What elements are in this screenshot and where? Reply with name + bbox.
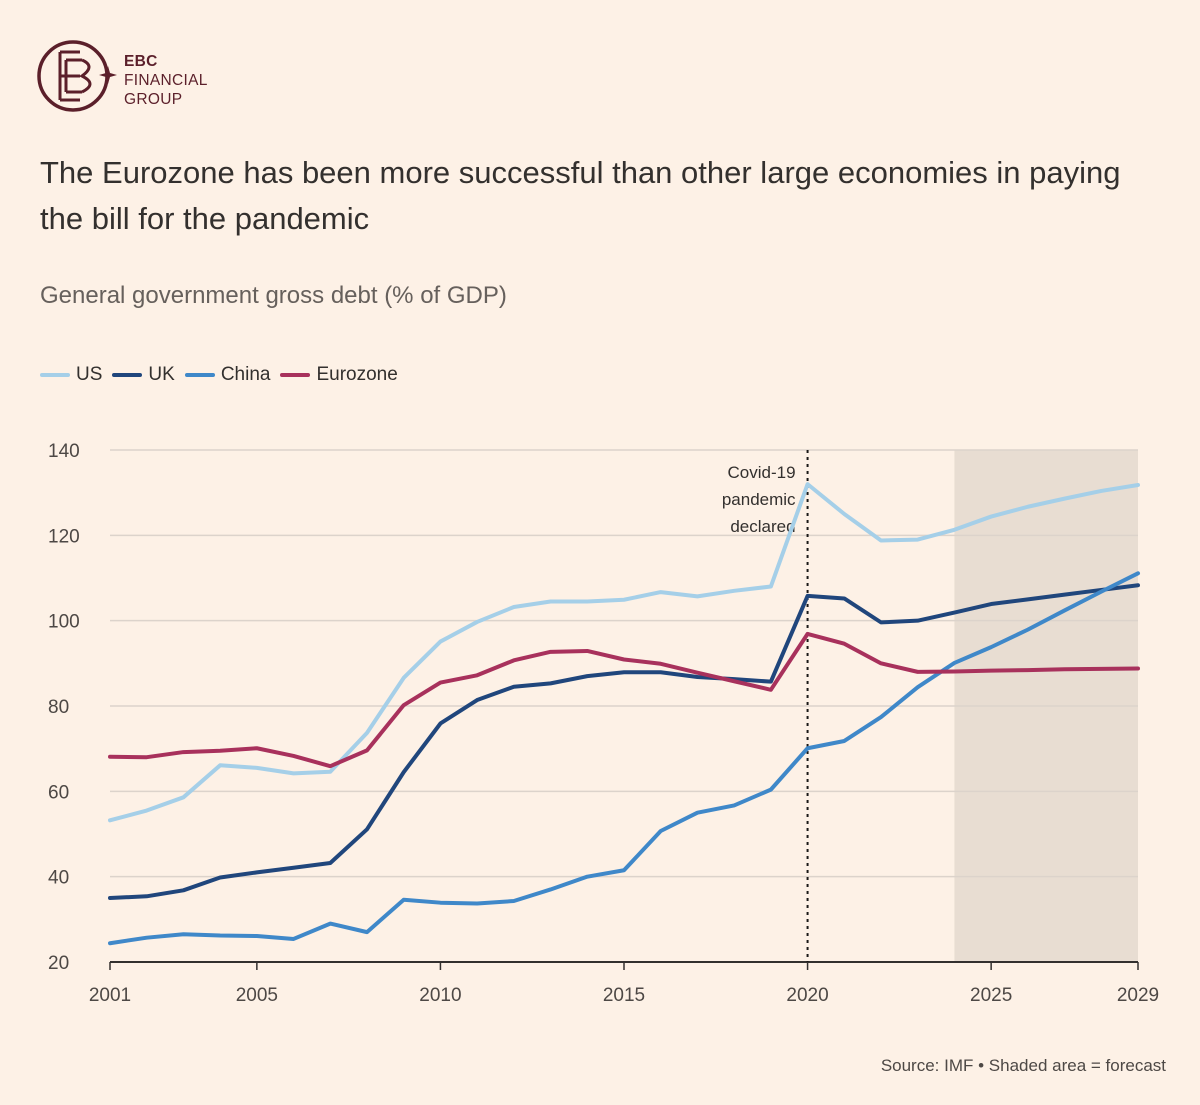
y-tick-label-20: 20 <box>48 953 69 974</box>
series-line-us <box>108 482 1140 823</box>
brand-line-1: EBC <box>124 53 158 70</box>
covid-annotation-line-1: Covid-19 <box>728 463 796 482</box>
legend-swatch-uk <box>112 373 143 377</box>
logo-star-icon <box>99 66 117 84</box>
legend-label-china: China <box>220 364 271 385</box>
covid-annotation-line-3: declared <box>730 517 795 536</box>
legend-swatch-us <box>40 373 70 377</box>
chart-subtitle: General government gross debt (% of GDP) <box>40 282 507 309</box>
y-tick-label-140: 140 <box>48 441 80 462</box>
legend-item-china: China <box>184 364 271 386</box>
legend-swatch-eurozone <box>280 373 311 377</box>
ebc-logo <box>37 40 117 112</box>
x-tick-label-2025: 2025 <box>970 985 1012 1006</box>
brand-line-3: GROUP <box>124 91 183 108</box>
legend-swatch-china <box>184 373 215 377</box>
legend-item-uk: UK <box>112 364 175 386</box>
legend-item-eurozone: Eurozone <box>280 364 398 386</box>
x-tick-label-2005: 2005 <box>236 985 278 1006</box>
y-tick-label-120: 120 <box>48 526 80 547</box>
source-note: Source: IMF • Shaded area = forecast <box>880 1056 1166 1075</box>
x-tick-label-2029: 2029 <box>1117 985 1159 1006</box>
x-tick-label-2001: 2001 <box>89 985 131 1006</box>
y-tick-label-80: 80 <box>48 697 69 718</box>
legend-label-uk: UK <box>148 364 175 385</box>
x-tick-label-2020: 2020 <box>786 985 828 1006</box>
covid-annotation-line-2: pandemic <box>722 490 796 509</box>
chart-title: The Eurozone has been more successful th… <box>40 155 1121 236</box>
legend-item-us: US <box>40 364 102 386</box>
x-tick-label-2015: 2015 <box>603 985 645 1006</box>
legend-label-eurozone: Eurozone <box>316 364 398 385</box>
series-line-china <box>108 571 1140 946</box>
x-tick-label-2010: 2010 <box>419 985 461 1006</box>
legend: US UK China Eurozone <box>40 364 408 386</box>
y-tick-label-40: 40 <box>48 868 69 889</box>
brand-line-2: FINANCIAL <box>124 72 208 89</box>
series-line-uk <box>108 583 1140 900</box>
logo-e-mark <box>58 50 92 102</box>
series-line-eurozone <box>108 631 1140 769</box>
brand-name: EBC FINANCIAL GROUP <box>124 52 208 109</box>
y-tick-label-60: 60 <box>48 782 69 803</box>
y-tick-label-100: 100 <box>48 612 80 633</box>
legend-label-us: US <box>76 364 103 385</box>
